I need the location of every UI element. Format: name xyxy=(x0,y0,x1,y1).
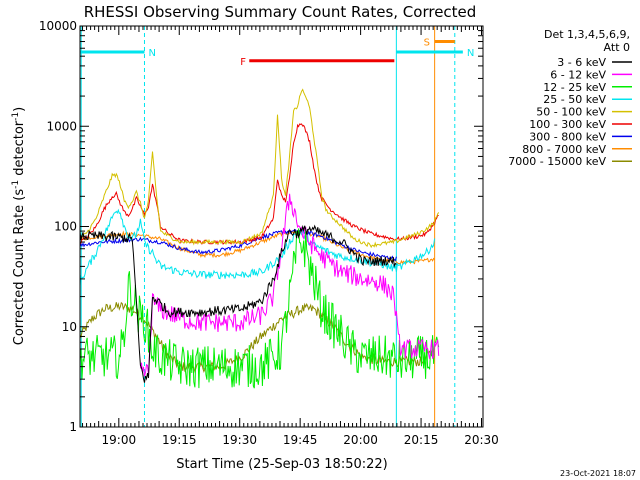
legend-label-7: 800 - 7000 keV xyxy=(522,143,606,156)
y-tick-label: 1 xyxy=(69,420,77,434)
flag-label-0: N xyxy=(148,48,155,59)
legend-label-6: 300 - 800 keV xyxy=(529,130,606,143)
x-tick-label: 19:15 xyxy=(162,433,197,447)
legend-label-2: 12 - 25 keV xyxy=(543,81,606,94)
legend-label-4: 50 - 100 keV xyxy=(536,106,606,119)
legend-header-line2: Att 0 xyxy=(604,41,630,54)
series-line-4 xyxy=(79,88,440,249)
flag-label-3: S xyxy=(424,38,430,49)
legend-label-3: 25 - 50 keV xyxy=(543,93,606,106)
y-axis-label: Corrected Count Rate (s-1 detector-1) xyxy=(11,107,27,345)
legend-label-0: 3 - 6 keV xyxy=(557,56,606,69)
series-line-1 xyxy=(139,193,440,377)
series-line-5 xyxy=(79,123,439,246)
y-tick-label: 10 xyxy=(62,320,77,334)
legend-label-5: 100 - 300 keV xyxy=(529,118,606,131)
footer-date: 23-Oct-2021 18:07 xyxy=(560,469,636,478)
flag-label-1: F xyxy=(240,57,246,68)
flag-label-2: N xyxy=(467,48,474,59)
x-tick-label: 19:45 xyxy=(283,433,318,447)
series-line-2 xyxy=(79,228,440,389)
series-line-6 xyxy=(79,228,397,262)
legend-label-1: 6 - 12 keV xyxy=(550,68,606,81)
x-axis-label: Start Time (25-Sep-03 18:50:22) xyxy=(176,457,387,472)
legend-label-8: 7000 - 15000 keV xyxy=(508,155,606,168)
x-tick-label: 19:30 xyxy=(222,433,257,447)
x-tick-label: 20:30 xyxy=(464,433,499,447)
y-tick-label: 100 xyxy=(54,220,77,234)
chart-title: RHESSI Observing Summary Count Rates, Co… xyxy=(84,3,477,21)
y-tick-label: 1000 xyxy=(46,119,77,133)
x-tick-label: 20:00 xyxy=(343,433,378,447)
legend-header-line1: Det 1,3,4,5,6,9, xyxy=(544,28,630,41)
x-tick-label: 20:15 xyxy=(404,433,439,447)
series-line-0 xyxy=(79,224,397,383)
y-tick-label: 10000 xyxy=(39,19,77,33)
x-tick-label: 19:00 xyxy=(102,433,137,447)
